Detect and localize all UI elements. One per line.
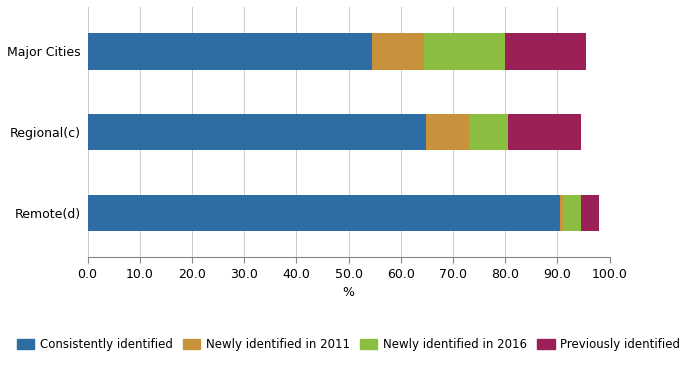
X-axis label: %: % [343,286,354,299]
Bar [505,33,586,69]
Bar [372,33,425,69]
Bar [508,114,581,150]
Bar [87,114,426,150]
Bar [87,33,372,69]
Bar [581,195,599,231]
Bar [563,195,581,231]
Bar [87,195,560,231]
Bar [469,114,508,150]
Bar [425,33,505,69]
Bar [426,114,469,150]
Legend: Consistently identified, Newly identified in 2011, Newly identified in 2016, Pre: Consistently identified, Newly identifie… [12,333,685,356]
Bar [560,195,563,231]
